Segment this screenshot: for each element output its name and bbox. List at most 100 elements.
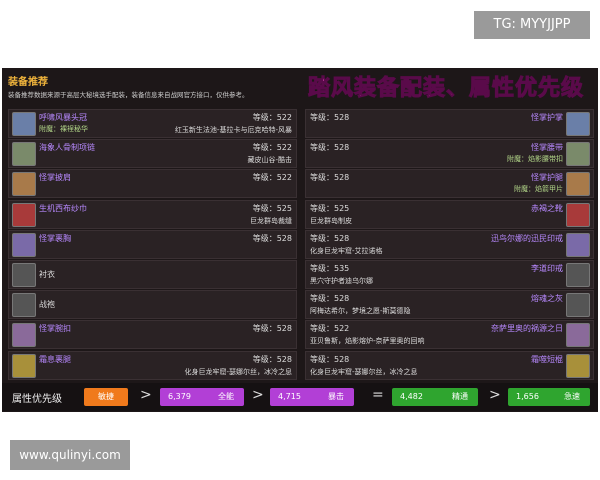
separator: >	[252, 387, 264, 403]
item-source: 红玉新生法池-基拉卡与厄克哈特-风暴	[174, 126, 292, 134]
stat-name: 暴击	[328, 392, 344, 401]
item-row: 等级：528 阿梅达希尔，梦境之愿-斯莫德隐 熔魂之灰	[305, 290, 594, 320]
item-level: 等级：535	[310, 264, 350, 273]
item-row: 等级：528 怪掌护腿附魔：焰箭甲片	[305, 169, 594, 199]
item-level: 等级：522	[252, 113, 292, 122]
item-icon	[12, 112, 36, 136]
stat-name: 全能	[218, 392, 234, 401]
item-source: 阿梅达希尔，梦境之愿-斯莫德隐	[310, 307, 411, 316]
item-icon	[566, 293, 590, 318]
item-icon	[566, 202, 590, 227]
item-row: 海象人骨制项链 等级：522 藏皮山谷-酷击	[8, 139, 297, 169]
item-name: 迅鸟尔娜的迅民印戒	[491, 233, 563, 243]
item-row: 生机西布纱巾 等级：525 巨龙群岛裁缝	[8, 199, 297, 229]
item-level: 等级：522	[252, 173, 292, 183]
item-source: 巨龙群岛制皮	[310, 216, 352, 225]
stat-value: 1,656	[516, 392, 539, 401]
item-icon	[12, 142, 36, 167]
header-subtitle: 装备推荐数据来源于高层大秘境选手配装，装备信息来自战网官方接口，仅供参考。	[8, 91, 249, 99]
item-row: 等级：522 亚贝鲁斯，焰影熔炉-奈萨里奥的回响 奈萨里奥的祸源之日	[305, 320, 594, 350]
stat-badge: 1,656 急速	[508, 388, 590, 406]
item-row: 等级：528 化身巨龙牢窟-艾拉诺格 迅鸟尔娜的迅民印戒	[305, 229, 594, 259]
item-row: 等级：535 黑穴守护者迪乌尔娜 李道印戒	[305, 260, 594, 289]
item-level: 等级：522	[310, 324, 350, 334]
item-level: 等级：528	[310, 173, 350, 183]
stat-name: 敏捷	[98, 392, 114, 401]
banner: 踏风装备配装、属性优先级	[307, 76, 585, 102]
item-name: 怪掌护掌	[531, 113, 563, 122]
item-level: 等级：528	[310, 354, 350, 364]
item-icon	[12, 263, 36, 287]
item-row: 衬衣	[8, 260, 297, 289]
watermark: TG: MYYJJPP	[474, 11, 590, 39]
item-name: 衬衣	[39, 270, 55, 279]
stat-value: 6,379	[168, 392, 191, 401]
item-enchant: 附魔：焰箭甲片	[514, 185, 563, 194]
item-name: 怪掌腰带	[531, 143, 563, 153]
stat-name: 急速	[564, 392, 580, 401]
item-source: 亚贝鲁斯，焰影熔炉-奈萨里奥的回响	[310, 337, 425, 346]
item-name: 怪掌裹胸	[39, 233, 71, 243]
priority-bar: 属性优先级 敏捷 6,379 全能 4,715 暴击 4,482 精通 1,656 急速 > > = >	[2, 383, 598, 411]
item-icon	[12, 353, 36, 378]
stat-badge: 4,482 精通	[392, 388, 478, 406]
stat-name: 精通	[452, 392, 468, 401]
item-row: 怪掌披肩 等级：522	[8, 169, 297, 199]
item-icon	[566, 353, 590, 378]
item-name: 霜息裹腿	[39, 354, 71, 364]
item-name: 李道印戒	[531, 264, 563, 273]
item-icon	[566, 232, 590, 257]
item-name: 生机西布纱巾	[39, 203, 87, 213]
item-icon	[12, 172, 36, 197]
item-name: 战袍	[39, 300, 55, 310]
separator: >	[140, 387, 152, 403]
item-source: 藏皮山谷-酷击	[247, 156, 292, 165]
item-source: 化身巨龙牢窟-瑟娜尔丝，冰冷之息	[310, 367, 418, 376]
watermark: www.qulinyi.com	[10, 440, 130, 470]
item-icon	[12, 293, 36, 318]
item-icon	[566, 112, 590, 136]
stat-badge: 4,715 暴击	[270, 388, 354, 406]
item-source: 黑穴守护者迪乌尔娜	[310, 277, 373, 285]
item-icon	[566, 142, 590, 167]
item-enchant: 附魔：焰影腰带扣	[507, 155, 563, 164]
item-name: 呼啸风暴头冠	[39, 113, 87, 122]
item-row: 怪掌裹胸 等级：528	[8, 229, 297, 259]
item-name: 奈萨里奥的祸源之日	[491, 324, 563, 334]
item-enchant: 附魔：裸裎秘华	[39, 125, 88, 133]
header-title: 装备推荐	[8, 77, 48, 88]
item-name: 海象人骨制项链	[39, 143, 95, 153]
item-source: 化身巨龙牢窟-艾拉诺格	[310, 246, 383, 255]
item-level: 等级：528	[310, 113, 350, 122]
item-row: 等级：528 怪掌护掌	[305, 109, 594, 138]
item-icon	[12, 232, 36, 257]
item-level: 等级：528	[252, 233, 292, 243]
item-icon	[566, 263, 590, 287]
item-level: 等级：525	[310, 203, 350, 213]
item-level: 等级：522	[252, 143, 292, 153]
stat-value: 4,715	[278, 392, 301, 401]
item-icon	[566, 172, 590, 197]
separator: =	[372, 387, 384, 403]
item-level: 等级：528	[310, 233, 350, 243]
item-source: 化身巨龙牢窟-瑟娜尔丝，冰冷之息	[184, 367, 292, 376]
item-row: 等级：528 怪掌腰带 附魔：焰影腰带扣	[305, 139, 594, 169]
item-name: 霜噬短棍	[531, 354, 563, 364]
item-icon	[12, 323, 36, 348]
item-row: 等级：528 化身巨龙牢窟-瑟娜尔丝，冰冷之息 霜噬短棍	[305, 350, 594, 380]
stat-badge: 6,379 全能	[160, 388, 244, 406]
item-level: 等级：528	[252, 354, 292, 364]
item-source: 巨龙群岛裁缝	[250, 216, 292, 225]
item-name: 怪掌腕扣	[39, 324, 71, 334]
priority-label: 属性优先级	[12, 394, 62, 405]
stat-badge: 敏捷	[84, 388, 128, 406]
item-row: 等级：525 巨龙群岛制皮 赤褐之靴	[305, 199, 594, 229]
item-icon	[12, 202, 36, 227]
stat-value: 4,482	[400, 392, 423, 401]
item-row: 战袍	[8, 290, 297, 320]
item-name: 赤褐之靴	[531, 203, 563, 213]
item-level: 等级：528	[252, 324, 292, 334]
item-name: 怪掌护腿	[531, 173, 563, 183]
item-row: 呼啸风暴头冠 附魔：裸裎秘华 等级：522 红玉新生法池-基拉卡与厄克哈特-风暴	[8, 109, 297, 138]
